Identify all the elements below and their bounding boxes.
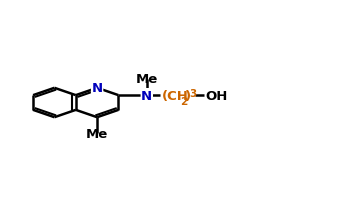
Text: Me: Me	[136, 73, 158, 86]
Text: ): )	[185, 89, 191, 102]
Text: Me: Me	[86, 127, 108, 140]
Text: (CH: (CH	[162, 89, 189, 102]
Text: 2: 2	[180, 96, 188, 106]
Text: 3: 3	[189, 89, 196, 99]
Text: OH: OH	[206, 89, 228, 102]
Text: N: N	[141, 89, 152, 102]
Text: N: N	[91, 82, 103, 95]
